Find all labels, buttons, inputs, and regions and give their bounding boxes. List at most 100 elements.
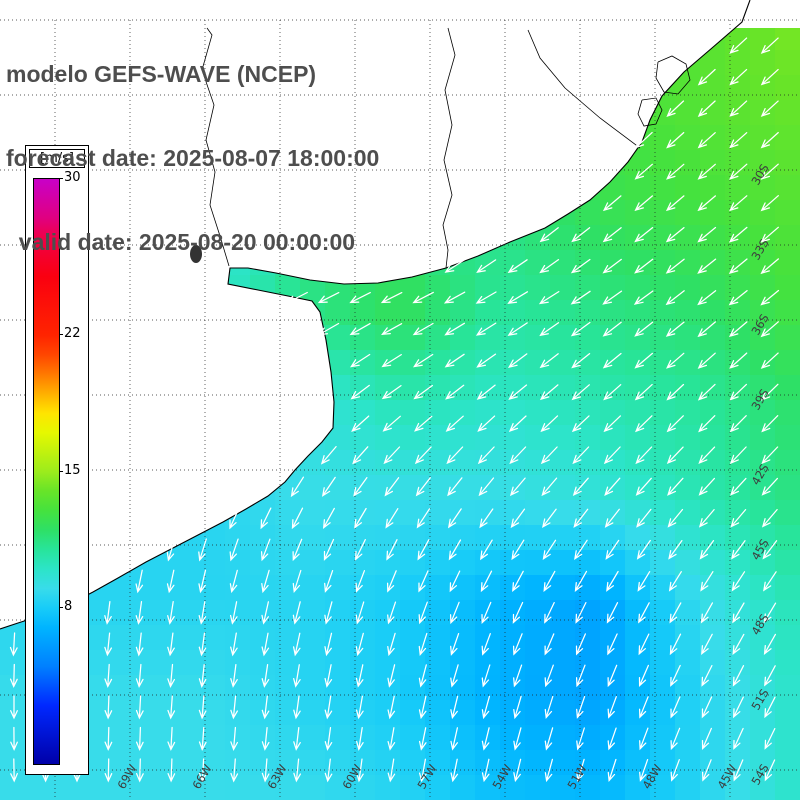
- wind-arrow: [701, 696, 713, 719]
- wind-arrow: [760, 100, 779, 117]
- wind-arrow: [387, 727, 396, 751]
- wind-arrow: [697, 321, 717, 338]
- wind-arrow: [728, 258, 748, 274]
- wind-arrow: [481, 695, 491, 720]
- wind-arrow: [356, 758, 364, 783]
- wind-arrow: [510, 508, 526, 529]
- wind-arrow: [638, 633, 650, 656]
- wind-arrow: [668, 571, 682, 592]
- colorbar-tick-label: 22: [64, 326, 81, 341]
- colorbar-gradient: [33, 178, 60, 765]
- wind-arrow: [729, 195, 748, 212]
- wind-arrow: [700, 602, 714, 624]
- wind-arrow: [637, 570, 651, 592]
- colorbar-panel: [m/s] 30 22 15 8: [25, 145, 89, 775]
- wind-arrow: [544, 633, 555, 656]
- wind-arrow: [261, 695, 270, 720]
- coastline: [0, 0, 751, 630]
- wind-arrow: [198, 601, 207, 625]
- wind-arrow: [261, 758, 270, 783]
- wind-arrow: [729, 132, 748, 149]
- wind-arrow: [760, 258, 780, 275]
- wind-arrow: [261, 663, 270, 688]
- wind-arrow: [387, 601, 397, 625]
- wind-arrow: [292, 601, 301, 625]
- wind-arrow: [638, 696, 649, 719]
- wind-arrow: [290, 476, 305, 498]
- wind-arrow: [198, 663, 207, 688]
- wind-arrow: [666, 163, 685, 180]
- wind-arrow: [322, 507, 335, 529]
- wind-arrow: [445, 384, 465, 400]
- colorbar-tick-mark: [59, 470, 63, 472]
- wind-arrow: [634, 131, 653, 149]
- colorbar-tick-mark: [59, 178, 63, 179]
- wind-arrow: [634, 415, 653, 433]
- wind-arrow: [574, 539, 588, 560]
- wind-arrow: [386, 570, 397, 593]
- wind-arrow: [293, 758, 302, 783]
- wind-arrow: [356, 726, 364, 751]
- river-line: [527, 29, 641, 149]
- wind-arrow: [670, 727, 681, 751]
- wind-arrow: [261, 601, 270, 625]
- wind-arrow: [729, 383, 748, 401]
- wind-arrow: [418, 727, 427, 751]
- wind-arrow: [732, 665, 745, 687]
- wind-arrow: [353, 476, 368, 497]
- wind-arrow: [539, 258, 560, 274]
- land-layer: [0, 0, 751, 630]
- wind-arrow: [385, 508, 399, 529]
- wind-arrow: [260, 507, 272, 530]
- wind-arrow: [666, 383, 685, 401]
- wind-arrow: [634, 163, 653, 180]
- wind-arrow: [135, 663, 144, 689]
- wind-arrow: [576, 727, 585, 751]
- wind-arrow: [198, 695, 207, 720]
- wind-arrow: [538, 290, 560, 305]
- wind-arrow: [261, 569, 270, 594]
- wind-arrow: [701, 759, 712, 782]
- wind-arrow: [639, 758, 649, 782]
- wind-arrow: [382, 415, 401, 432]
- wind-arrow: [729, 446, 747, 465]
- wind-arrow: [607, 664, 618, 688]
- wind-arrow: [104, 726, 113, 752]
- wind-arrow: [634, 258, 654, 274]
- wind-arrow: [323, 538, 335, 561]
- wind-arrow: [355, 695, 364, 720]
- wind-arrow: [381, 323, 403, 336]
- wind-arrow: [760, 289, 780, 306]
- wind-arrow: [666, 415, 684, 433]
- wind-arrow: [670, 664, 681, 687]
- land-fill: [0, 0, 750, 629]
- wind-arrow: [167, 695, 176, 720]
- wind-arrow: [9, 632, 18, 657]
- wind-arrow: [292, 538, 303, 562]
- wind-arrow: [760, 226, 779, 243]
- wind-arrow: [764, 759, 776, 782]
- lake: [190, 245, 202, 263]
- wind-arrow: [416, 508, 431, 529]
- wind-arrow: [479, 508, 494, 529]
- wind-arrow: [104, 663, 113, 689]
- wind-arrow: [444, 322, 466, 336]
- wind-arrow: [570, 258, 591, 274]
- wind-arrow: [668, 539, 683, 560]
- wind-arrow: [731, 540, 746, 560]
- wind-arrow: [167, 663, 176, 689]
- wind-arrow: [602, 290, 623, 305]
- wind-arrow: [104, 632, 113, 657]
- lagoon-outline: [655, 55, 691, 95]
- wind-arrow: [760, 321, 779, 338]
- colorbar-tick-mark: [59, 334, 63, 335]
- wind-arrow: [669, 633, 682, 656]
- wind-arrow: [418, 664, 427, 688]
- colorbar-tick-label: 15: [64, 462, 81, 478]
- wind-arrow: [697, 100, 716, 118]
- map-title: modelo GEFS-WAVE (NCEP) forecast date: 2…: [6, 4, 379, 312]
- wind-arrow: [572, 446, 590, 465]
- wind-arrow: [539, 384, 559, 401]
- wind-arrow: [728, 321, 748, 338]
- wind-arrow: [700, 571, 714, 592]
